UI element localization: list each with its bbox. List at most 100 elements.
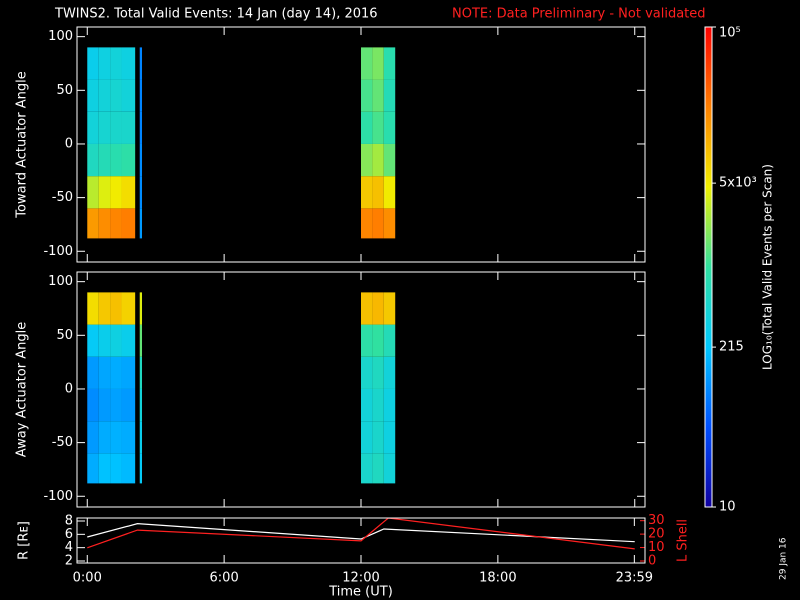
colorbar-label: LOG₁₀(Total Valid Events per Scan): [761, 164, 775, 370]
heat-cell: [361, 111, 373, 144]
heat-cell: [139, 292, 143, 325]
y-tick-label: -100: [43, 489, 73, 504]
y2-tick-label: 20: [648, 527, 665, 542]
heat-cell: [372, 111, 384, 144]
heat-cell: [98, 421, 111, 454]
heat-cell: [372, 143, 384, 177]
heat-cell: [87, 47, 99, 80]
heat-cell: [121, 208, 136, 239]
heat-cell: [383, 208, 396, 239]
x-axis-label: Time (UT): [328, 585, 393, 600]
line-series: [87, 518, 635, 550]
heat-cell: [383, 143, 396, 177]
y2-tick-label: 10: [648, 540, 665, 555]
heat-cell: [383, 388, 396, 422]
heat-cell: [98, 388, 111, 422]
heat-cell: [139, 176, 143, 209]
heat-cell: [121, 47, 136, 80]
heat-cell: [87, 388, 99, 422]
date-stamp: 29 Jan 16: [779, 537, 789, 580]
heat-cell: [383, 111, 396, 144]
heat-cell: [383, 176, 396, 209]
heat-cell: [98, 176, 111, 209]
heat-cell: [121, 324, 136, 357]
heat-cell: [372, 324, 384, 357]
heat-cell: [98, 292, 111, 325]
title: TWINS2. Total Valid Events: 14 Jan (day …: [54, 7, 378, 22]
heat-cell: [383, 453, 396, 484]
y-tick-label: 2: [65, 554, 73, 569]
heat-cell: [87, 356, 99, 389]
heat-cell: [110, 79, 122, 112]
heat-cell: [87, 421, 99, 454]
heat-cell: [372, 453, 384, 484]
heat-cell: [383, 292, 396, 325]
heat-cell: [98, 47, 111, 80]
heat-cell: [87, 292, 99, 325]
heat-cell: [110, 324, 122, 357]
heat-cell: [372, 356, 384, 389]
heat-cell: [110, 111, 122, 144]
heat-cell: [110, 421, 122, 454]
heat-cell: [361, 421, 373, 454]
colorbar-tick-label: 215: [719, 340, 744, 355]
plot-area: [87, 292, 396, 484]
y-tick-label: 50: [56, 328, 73, 343]
heat-cell: [361, 356, 373, 389]
heat-cell: [139, 47, 143, 80]
heat-cell: [139, 453, 143, 484]
heat-cell: [139, 388, 143, 422]
heat-cell: [98, 356, 111, 389]
heat-cell: [87, 143, 99, 177]
heat-cell: [98, 111, 111, 144]
heat-cell: [98, 79, 111, 112]
heat-cell: [139, 79, 143, 112]
heat-cell: [110, 388, 122, 422]
heat-cell: [87, 176, 99, 209]
heat-cell: [372, 208, 384, 239]
heat-cell: [87, 79, 99, 112]
heat-cell: [372, 176, 384, 209]
heat-cell: [110, 47, 122, 80]
heat-cell: [121, 421, 136, 454]
y2-axis-label: L Shell: [676, 519, 691, 562]
plot-area: [87, 47, 396, 239]
heat-cell: [87, 324, 99, 357]
y2-tick-label: 30: [648, 513, 665, 528]
heat-cell: [87, 111, 99, 144]
heat-cell: [383, 324, 396, 357]
heat-cell: [361, 143, 373, 177]
y-tick-label: -50: [52, 190, 73, 205]
y-tick-label: 0: [65, 136, 73, 151]
colorbar-tick-label: 10: [719, 500, 736, 515]
y-axis-label: Toward Actuator Angle: [15, 71, 30, 218]
y-axis-label: Away Actuator Angle: [15, 322, 30, 457]
heat-cell: [383, 79, 396, 112]
colorbar-tick-label: 5x10³: [719, 176, 757, 191]
plot-area: [87, 518, 635, 550]
y-tick-label: 50: [56, 83, 73, 98]
y-tick-label: -100: [43, 244, 73, 259]
heat-cell: [121, 143, 136, 177]
heat-cell: [383, 421, 396, 454]
heat-cell: [98, 324, 111, 357]
heat-cell: [98, 143, 111, 177]
x-tick-label: 0:00: [73, 571, 102, 586]
heat-cell: [139, 208, 143, 239]
y-tick-label: 4: [65, 540, 73, 555]
heat-cell: [87, 453, 99, 484]
note: NOTE: Data Preliminary - Not validated: [452, 7, 706, 22]
heat-cell: [110, 356, 122, 389]
heat-cell: [361, 79, 373, 112]
heat-cell: [121, 176, 136, 209]
heat-cell: [121, 356, 136, 389]
heat-cell: [372, 421, 384, 454]
heat-cell: [361, 47, 373, 80]
x-tick-label: 18:00: [479, 571, 516, 586]
heat-cell: [110, 292, 122, 325]
heat-cell: [139, 143, 143, 177]
colorbar: [704, 26, 713, 508]
x-tick-label: 12:00: [342, 571, 379, 586]
heat-cell: [139, 111, 143, 144]
heat-cell: [139, 324, 143, 357]
